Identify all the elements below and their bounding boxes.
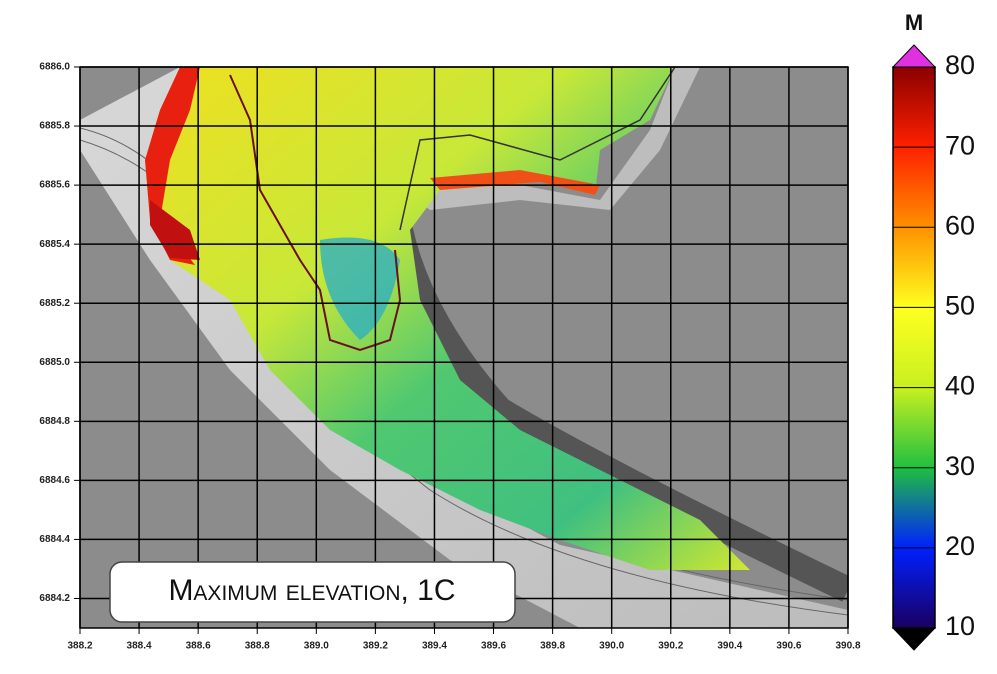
map-raster (80, 67, 848, 628)
y-tick-label: 6886.0 (39, 62, 70, 73)
x-tick-label: 388.4 (127, 641, 152, 652)
colorbar-fill (893, 67, 935, 628)
colorbar-tick-label: 30 (945, 451, 975, 481)
annotation: Maximum elevation, 1C (168, 574, 455, 607)
x-tick-label: 389.2 (363, 641, 388, 652)
colorbar-tick-label: 10 (945, 611, 975, 641)
colorbar-tick-label: 80 (945, 50, 975, 80)
figure: 388.2 388.4 388.6 388.8 389.0 389.2 389.4 389.6… (0, 0, 997, 669)
x-tick-label: 390.0 (599, 641, 624, 652)
y-tick-label: 6884.2 (39, 593, 70, 604)
y-tick-label: 6885.0 (39, 357, 70, 368)
y-tick-label: 6884.6 (39, 475, 70, 486)
colorbar-tick-label: 60 (945, 210, 975, 240)
x-tick-label: 390.6 (776, 641, 801, 652)
x-tick-label: 390.2 (658, 641, 683, 652)
y-tick-label: 6885.4 (39, 239, 70, 250)
colorbar-tick-label: 70 (945, 130, 975, 160)
colorbar-over (893, 45, 935, 67)
y-tick-label: 6885.6 (39, 180, 70, 191)
y-tick-label: 6885.2 (39, 298, 70, 309)
y-tick-label: 6884.8 (39, 416, 70, 427)
y-tick-label: 6884.4 (39, 534, 70, 545)
x-tick-label: 388.6 (186, 641, 211, 652)
x-tick-label: 389.6 (481, 641, 506, 652)
x-tick-label: 388.8 (245, 641, 270, 652)
annotation-box: Maximum elevation, 1C (110, 562, 515, 622)
colorbar-tick-label: 40 (945, 371, 975, 401)
colorbar-under (893, 628, 935, 650)
x-tick-label: 389.0 (304, 641, 329, 652)
colorbar-tick-label: 50 (945, 291, 975, 321)
x-tick-label: 390.8 (835, 641, 860, 652)
colorbar-unit: M (905, 10, 923, 35)
colorbar: M 80 70 60 50 40 30 20 10 (893, 10, 975, 650)
x-tick-label: 390.4 (717, 641, 742, 652)
x-tick-label: 388.2 (67, 641, 92, 652)
colorbar-tick-label: 20 (945, 531, 975, 561)
x-tick-label: 389.4 (422, 641, 447, 652)
x-tick-label: 389.8 (540, 641, 565, 652)
y-tick-label: 6885.8 (39, 121, 70, 132)
